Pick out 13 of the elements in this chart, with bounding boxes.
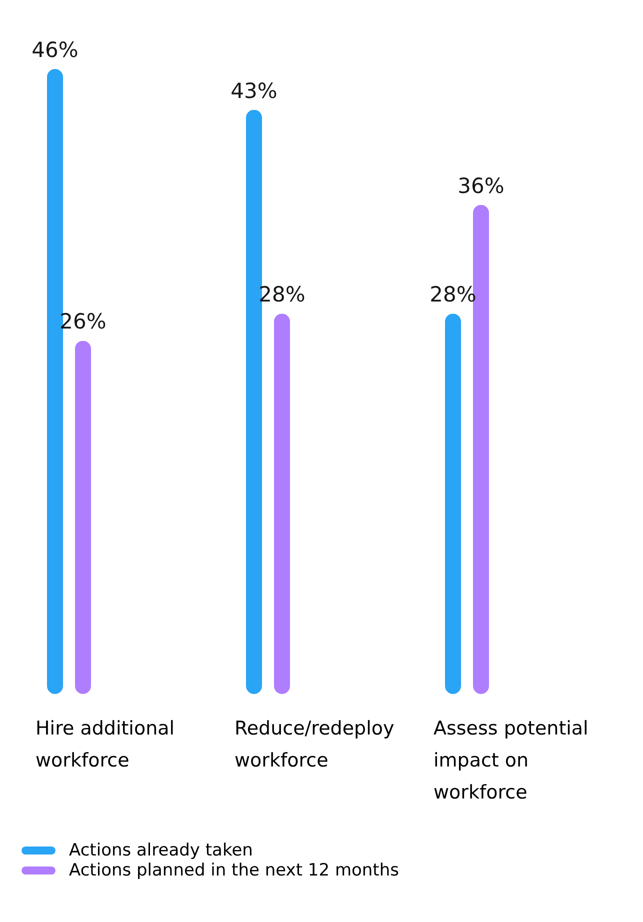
bar: [274, 314, 290, 694]
bar: [47, 69, 63, 694]
x-tick-label: Assess potential impact on workforce: [434, 718, 588, 804]
data-label: 36%: [458, 174, 504, 198]
bar: [75, 340, 91, 694]
data-label: 43%: [230, 78, 278, 103]
legend-label: Actions planned in the next 12 months: [69, 860, 400, 880]
x-tick-label: Reduce/redeploy workforce: [234, 718, 394, 772]
bar: [445, 314, 461, 694]
bar: [246, 110, 262, 694]
data-label: 46%: [32, 38, 78, 62]
legend-label: Actions already taken: [69, 840, 253, 860]
x-tick-label: Hire additional workforce: [36, 718, 175, 772]
